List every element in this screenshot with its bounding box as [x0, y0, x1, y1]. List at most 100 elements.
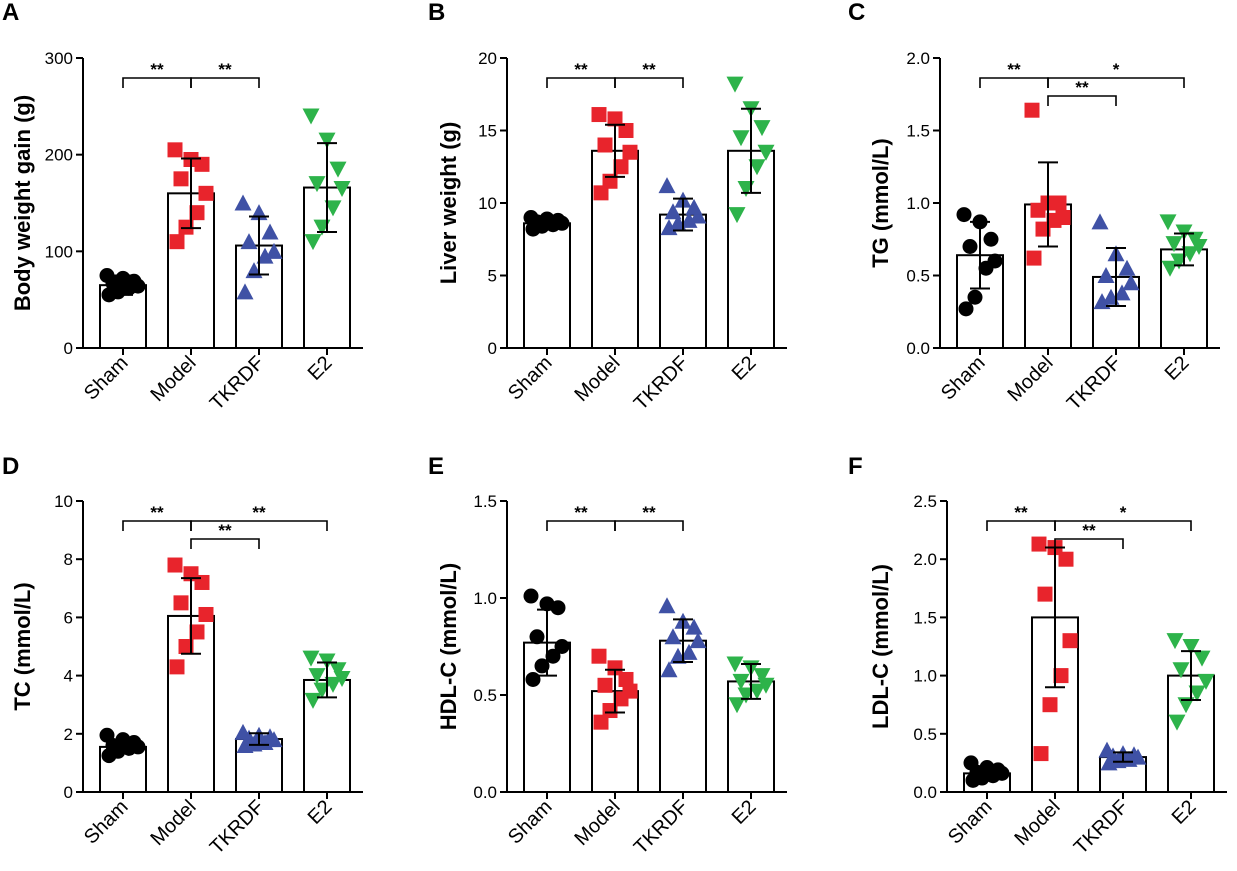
error-bar-c-tkrdf [1106, 246, 1126, 307]
error-bar-d-e2 [317, 661, 337, 699]
significance-bracket-b-2 [614, 77, 684, 88]
point-f-model-8 [1031, 536, 1047, 552]
point-a-e2-1 [304, 234, 322, 251]
chart-panel-d: D TC (mmol/L) 0 2 4 6 8 10 Sham Model TKRDF E2 ** ** *… [2, 453, 363, 859]
point-c-sham-6 [983, 231, 999, 247]
error-bar-f-sham [977, 767, 997, 780]
point-f-e2-1 [1168, 714, 1186, 731]
y-tick-label-f-3: 1.5 [913, 608, 937, 627]
panel-letter-a: A [2, 0, 19, 26]
y-tick-label-d-2: 4 [64, 667, 73, 686]
significance-label-d-1: ** [150, 503, 164, 522]
point-e-e2-3 [748, 683, 766, 700]
point-b-tkrdf-8 [658, 177, 676, 194]
point-f-model-3 [1053, 668, 1069, 684]
point-b-model-7 [607, 111, 623, 127]
point-e-model-1 [593, 714, 609, 730]
point-a-model-5 [173, 171, 189, 187]
significance-bracket-d-2 [190, 520, 328, 531]
point-a-e2-3 [324, 200, 342, 217]
significance-label-d-3: ** [218, 521, 232, 540]
point-a-model-1 [169, 234, 185, 250]
point-e-sham-4 [554, 639, 570, 654]
point-f-e2-8 [1166, 633, 1184, 650]
y-tick-label-f-4: 2.0 [913, 550, 937, 569]
significance-label-c-2: * [1113, 60, 1120, 79]
y-axis-label-a: Body weight gain (g) [10, 95, 35, 311]
y-tick-label-d-1: 2 [64, 725, 73, 744]
significance-bracket-b-1 [546, 77, 616, 88]
point-a-tkrdf-8 [234, 194, 252, 211]
significance-bracket-f-2 [1054, 520, 1192, 531]
significance-bracket-c-3 [1047, 95, 1117, 106]
x-tick-label-a-sham: Sham [80, 352, 133, 405]
point-d-e2-6 [329, 662, 347, 679]
point-a-e2-6 [329, 161, 347, 178]
chart-panel-a: A Body weight gain (g) 0 100 200 300 Sham Model… [2, 0, 363, 415]
y-tick-label-c-1: 0.5 [906, 267, 930, 286]
y-axis-label-b: Liver weight (g) [436, 122, 461, 285]
point-e-sham-5 [529, 629, 545, 645]
point-f-e2-4 [1197, 673, 1215, 690]
y-tick-label-f-5: 2.5 [913, 492, 937, 511]
x-tick-label-d-e2: E2 [304, 796, 337, 829]
y-axis-label-c: TG (mmol/L) [868, 138, 893, 268]
y-tick-label-f-0: 0.0 [913, 783, 937, 802]
significance-label-f-2: * [1120, 503, 1127, 522]
y-axis-label-e: HDL-C (mmol/L) [436, 563, 461, 730]
significance-bracket-f-3 [1054, 538, 1124, 549]
significance-label-d-2: ** [252, 503, 266, 522]
point-c-tkrdf-8 [1091, 213, 1109, 230]
x-tick-label-d-sham: Sham [80, 796, 133, 849]
significance-label-c-3: ** [1075, 78, 1089, 97]
panel-letter-c: C [848, 0, 865, 26]
bar-b-sham [523, 222, 571, 349]
x-tick-label-e-sham: Sham [504, 796, 557, 849]
point-c-model-4 [1055, 210, 1071, 225]
point-d-model-4 [198, 606, 214, 622]
point-b-tkrdf-5 [664, 203, 682, 220]
y-tick-label-c-0: 0.0 [906, 339, 930, 358]
point-a-model-4 [198, 185, 214, 201]
point-b-model-3 [613, 159, 629, 175]
point-c-tkrdf-4 [1122, 274, 1140, 291]
error-bar-e-tkrdf [673, 618, 693, 664]
point-a-e2-4 [333, 181, 351, 197]
point-d-model-1 [169, 659, 185, 675]
panel-letter-b: B [428, 0, 445, 26]
panel-letter-e: E [428, 453, 444, 480]
significance-label-f-1: ** [1014, 503, 1028, 522]
x-tick-label-f-e2: E2 [1168, 796, 1201, 829]
error-bar-f-e2 [1181, 650, 1201, 702]
y-tick-label-c-3: 1.5 [906, 122, 930, 141]
point-f-model-5 [1037, 586, 1053, 602]
point-e-tkrdf-6 [685, 618, 703, 635]
point-a-tkrdf-4 [265, 242, 283, 259]
chart-panel-b: B Liver weight (g) 0 5 10 15 20 Sham Model TKRDF E… [428, 0, 787, 415]
significance-bracket-e-2 [614, 520, 684, 531]
point-c-sham-5 [962, 239, 978, 254]
x-tick-label-e-tkrdf: TKRDF [630, 796, 693, 859]
y-tick-label-c-4: 2.0 [906, 49, 930, 68]
point-a-tkrdf-5 [240, 233, 258, 250]
point-c-tkrdf-5 [1097, 267, 1115, 283]
x-tick-label-f-tkrdf: TKRDF [1070, 796, 1133, 859]
error-bar-d-tkrdf [249, 732, 269, 746]
point-c-sham-4 [987, 253, 1003, 269]
x-tick-label-d-model: Model [146, 796, 200, 850]
point-c-sham-1 [958, 301, 974, 317]
point-b-e2-3 [748, 159, 766, 176]
point-c-e2-3 [1181, 246, 1199, 263]
point-b-model-1 [593, 185, 609, 201]
x-tick-label-b-model: Model [570, 352, 624, 406]
point-c-model-8 [1024, 102, 1040, 118]
point-e-sham-3 [545, 648, 561, 664]
significance-label-e-2: ** [642, 503, 656, 522]
point-f-e2-2 [1177, 697, 1195, 714]
x-tick-label-e-model: Model [570, 796, 624, 850]
significance-label-a-1: ** [150, 60, 164, 79]
point-e-tkrdf-3 [680, 643, 698, 660]
error-bar-d-model [181, 577, 201, 655]
point-a-tkrdf-6 [261, 223, 279, 240]
